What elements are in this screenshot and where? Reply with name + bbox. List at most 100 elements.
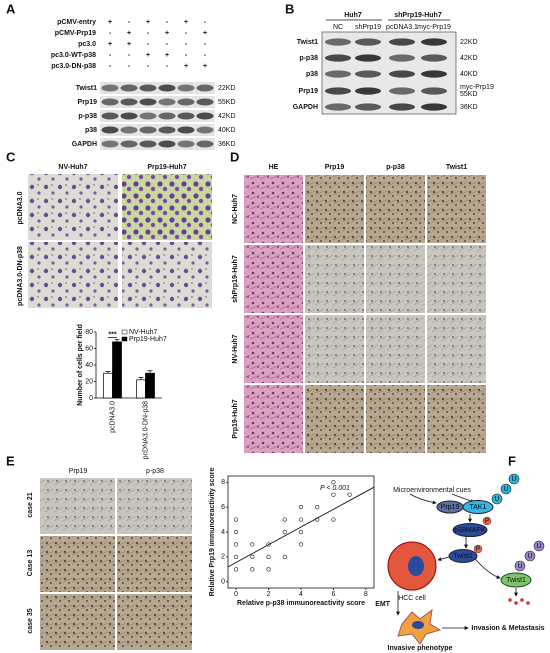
treatment-sign: + [108, 19, 112, 26]
cue-label: Microenvironmental cues [393, 487, 471, 494]
blot-band [101, 112, 119, 120]
y-tick-label: 20 [85, 378, 93, 385]
bar [103, 372, 113, 399]
treatment-sign: + [165, 52, 169, 59]
blot-band [325, 38, 351, 46]
blot-band [120, 126, 138, 134]
lane-label: pcDNA3.1 [386, 24, 418, 31]
column-label: HE [269, 164, 279, 171]
p-value: P < 0.001 [320, 485, 350, 492]
histology-image [366, 315, 425, 383]
treatment-sign: - [166, 19, 169, 26]
blot-label: p38 [85, 127, 97, 134]
blot-band [355, 70, 381, 78]
treatment-sign: - [128, 63, 131, 70]
treatment-sign: - [166, 41, 169, 48]
blot-band [101, 84, 119, 92]
micrograph [122, 242, 212, 308]
treatment-sign: + [127, 30, 131, 37]
cell-label: Invasive phenotype [388, 645, 453, 652]
blot-band [139, 98, 157, 106]
blot-band [355, 87, 381, 95]
column-label: Prp19-Huh7 [147, 164, 186, 171]
blot-band [421, 54, 447, 62]
treatment-label: pCMV-entry [57, 19, 96, 26]
arrow [437, 556, 450, 562]
blot-label: p38 [306, 71, 318, 78]
arrow [474, 558, 501, 579]
histology-image [244, 245, 303, 313]
blot-band [120, 84, 138, 92]
blot-band [421, 103, 447, 111]
scatter-point [234, 554, 239, 559]
row-label: NV-Huh7 [232, 334, 239, 363]
treatment-sign: + [127, 41, 131, 48]
blot-band [389, 38, 415, 46]
blot-size: 55KD [218, 99, 236, 106]
blot-band [139, 140, 157, 148]
treatment-sign: - [204, 19, 207, 26]
blot-band [158, 126, 176, 134]
panel-label: E [6, 453, 15, 468]
column-label: p-p38 [146, 468, 164, 475]
blot-band [139, 112, 157, 120]
histology-image [40, 536, 115, 592]
histology-image [305, 245, 364, 313]
lane-label: shPrp19 [355, 24, 381, 31]
scatter-point [315, 505, 320, 510]
blot-band [421, 38, 447, 46]
histology-image [305, 175, 364, 243]
blot-band [158, 112, 176, 120]
treatment-sign: + [184, 63, 188, 70]
ubiquitin-label: U [517, 563, 522, 570]
histology-image [40, 594, 115, 650]
bar [145, 372, 155, 399]
treatment-sign: - [204, 41, 207, 48]
treatment-sign: - [204, 52, 207, 59]
scatter-point [282, 554, 287, 559]
column-label: p-p38 [386, 164, 405, 171]
treatment-sign: - [128, 19, 131, 26]
blot-band [101, 98, 119, 106]
blot-label: p-p38 [299, 55, 318, 62]
fragment [508, 598, 512, 602]
x-tick-label: 4 [299, 591, 303, 598]
blot-band [139, 126, 157, 134]
y-axis-label: Relative Prp19 immunoreactivity score [209, 468, 216, 597]
treatment-sign: - [185, 41, 188, 48]
treatment-sign: + [203, 30, 207, 37]
blot-band [139, 84, 157, 92]
scatter-point [234, 517, 239, 522]
x-tick-label: pcDNA3.0-DN-p38 [142, 401, 149, 459]
x-tick-label: 6 [331, 591, 335, 598]
scatter-point [250, 567, 255, 572]
treatment-sign: + [203, 63, 207, 70]
blot-size: 22KD [460, 39, 478, 46]
blot-band [355, 103, 381, 111]
y-tick-label: 2 [221, 554, 225, 561]
nucleus [408, 556, 424, 576]
y-axis-label: Number of cells per field [77, 324, 84, 406]
row-label: pcDNA3.0-DN-p38 [17, 246, 24, 306]
row-label: Prp19-Huh7 [232, 399, 239, 438]
histology-image [305, 385, 364, 453]
treatment-sign: + [108, 41, 112, 48]
blot-band [421, 70, 447, 78]
histology-image [244, 385, 303, 453]
blot-band [196, 140, 214, 148]
treatment-sign: + [146, 52, 150, 59]
arrow [409, 493, 437, 505]
legend-swatch [121, 329, 128, 335]
error-bar [105, 371, 111, 374]
blot-band [101, 126, 119, 134]
ubiquitin [533, 540, 545, 552]
protein [500, 572, 532, 588]
blot-band [389, 103, 415, 111]
outcome-label: Invasion & Metastasis [471, 625, 544, 632]
blot-label: GAPDH [293, 104, 318, 111]
histology-image [117, 594, 192, 650]
legend-label: Prp19-Huh7 [129, 336, 167, 343]
trend-line [227, 486, 375, 568]
histology-image [40, 478, 115, 534]
